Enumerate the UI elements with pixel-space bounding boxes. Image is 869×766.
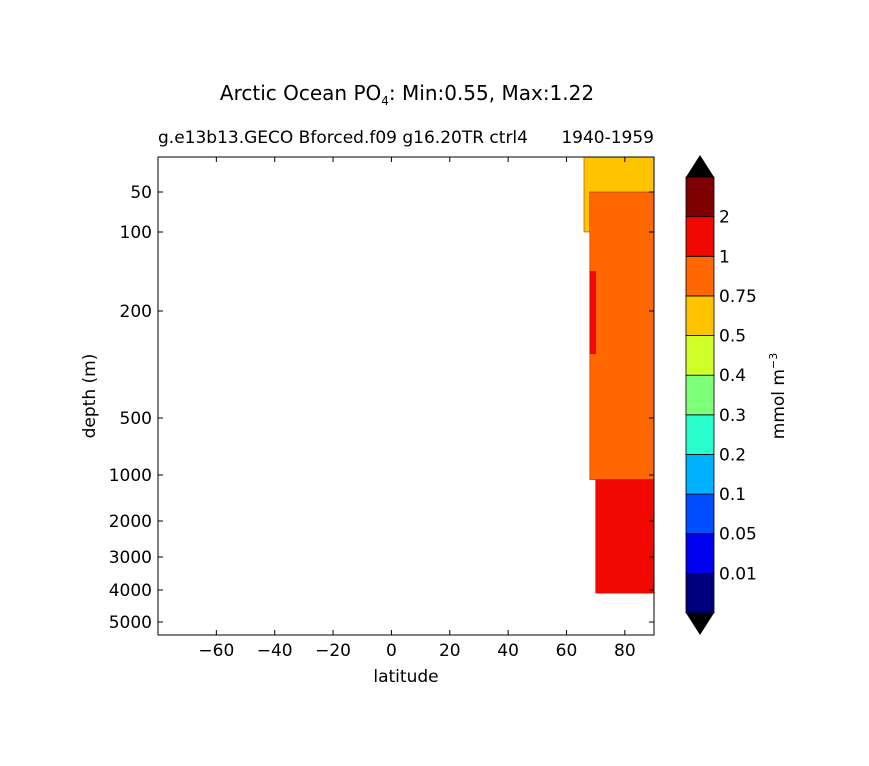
y-axis-label: depth (m) (80, 354, 100, 439)
x-tick-label: 0 (386, 641, 397, 661)
colorbar-tick-label: 0.4 (719, 366, 746, 386)
colorbar-tick-label: 0.75 (719, 287, 757, 307)
plot-area (583, 156, 655, 594)
y-tick-label: 4000 (109, 581, 152, 601)
colorbar-tick-label: 0.01 (719, 564, 757, 584)
y-tick-label: 500 (120, 409, 152, 429)
colorbar-segment (685, 572, 715, 614)
colorbar-extend-top (686, 155, 714, 177)
colorbar-tick-label: 1 (719, 247, 730, 267)
colorbar-segment (685, 533, 715, 574)
x-tick-label: −60 (198, 641, 234, 661)
colorbar-segment (685, 295, 715, 336)
chart-title-suffix: : Min:0.55, Max:1.22 (389, 81, 594, 105)
y-tick-label: 50 (130, 183, 152, 203)
y-tick-label: 5000 (109, 613, 152, 633)
colorbar-segment (685, 176, 715, 218)
colorbar-tick-label: 2 (719, 208, 730, 228)
y-tick-label: 1000 (109, 466, 152, 486)
chart-title-subscript: 4 (381, 94, 389, 108)
colorbar-tick-label: 0.2 (719, 445, 746, 465)
colorbar-tick-label: 0.3 (719, 406, 746, 426)
y-tick-label: 2000 (109, 512, 152, 532)
x-tick-label: −20 (315, 641, 351, 661)
colorbar-label: mmol m−3 (767, 353, 789, 439)
chart-title: Arctic Ocean PO4: Min:0.55, Max:1.22 (220, 81, 594, 108)
colorbar-segment (685, 374, 715, 416)
contour-region-4 (589, 271, 596, 355)
colorbar-segment (685, 454, 715, 495)
x-tick-label: 80 (614, 641, 636, 661)
y-tick-label: 100 (120, 223, 152, 243)
x-tick-label: −40 (257, 641, 293, 661)
contour-region-3 (595, 479, 655, 594)
colorbar-segment (685, 216, 715, 257)
plot-frame (157, 156, 655, 636)
colorbar-tick-label: 0.05 (719, 525, 757, 545)
colorbar-segment (685, 335, 715, 376)
contour-region-2 (589, 191, 655, 480)
colorbar-tick-label: 0.1 (719, 485, 746, 505)
y-tick-label: 3000 (109, 548, 152, 568)
colorbar-label-superscript: −3 (767, 353, 780, 369)
chart-subtitle-left: g.e13b13.GECO Bforced.f09 g16.20TR ctrl4 (158, 128, 528, 148)
x-tick-label: 40 (497, 641, 519, 661)
x-tick-label: 20 (439, 641, 461, 661)
y-tick-label: 200 (120, 302, 152, 322)
colorbar: 0.01 0.05 0.1 0.2 0.3 0.4 0.5 0.75 1 2 (685, 155, 757, 635)
colorbar-extend-bottom (686, 613, 714, 635)
chart-subtitle-right: 1940-1959 (561, 128, 654, 148)
x-axis-label: latitude (373, 667, 438, 687)
colorbar-segment (685, 493, 715, 535)
colorbar-segment (685, 255, 715, 297)
x-axis: −60 −40 −20 0 20 40 60 80 (198, 157, 636, 661)
colorbar-tick-label: 0.5 (719, 327, 746, 347)
y-axis: 50 100 200 500 1000 2000 3000 4000 5000 (109, 183, 654, 633)
colorbar-segment (685, 414, 715, 455)
x-tick-label: 60 (556, 641, 578, 661)
